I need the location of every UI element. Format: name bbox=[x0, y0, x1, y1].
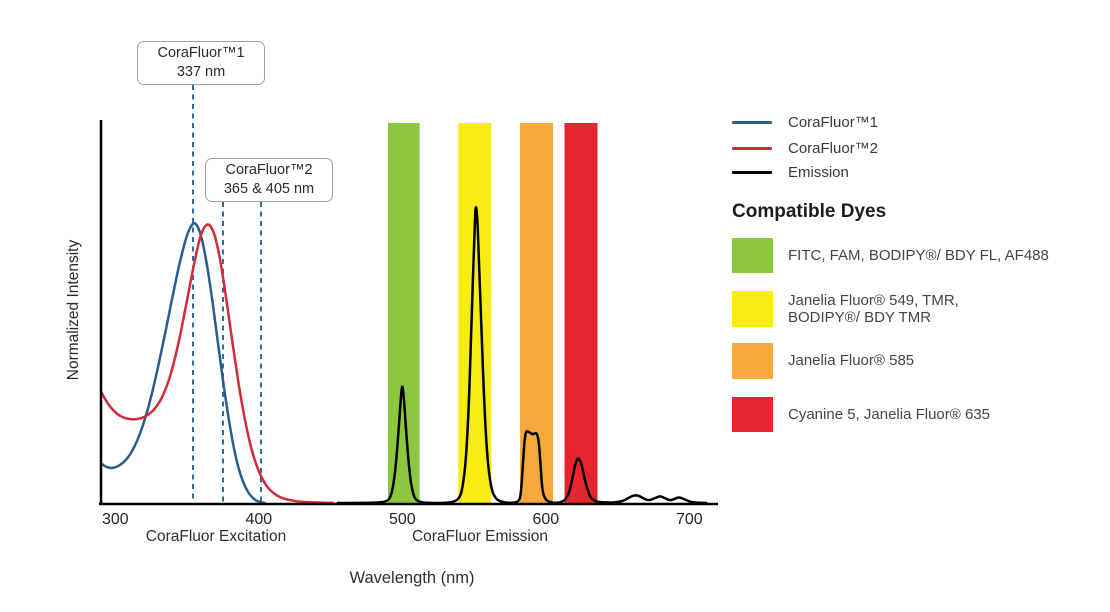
dye-row-green: FITC, FAM, BODIPY®/ BDY FL, AF488 bbox=[732, 238, 1049, 273]
sublabel-excitation: CoraFluor Excitation bbox=[145, 528, 287, 545]
dye-label-green: FITC, FAM, BODIPY®/ BDY FL, AF488 bbox=[788, 247, 1049, 265]
x-tick-300: 300 bbox=[102, 511, 129, 528]
callout-corafluor2: CoraFluor™2 365 & 405 nm bbox=[205, 158, 333, 202]
callout-corafluor2-name: CoraFluor™2 bbox=[225, 162, 313, 178]
legend-label-emission: Emission bbox=[788, 163, 849, 181]
dye-label-orange-line1: Janelia Fluor® 585 bbox=[788, 352, 915, 370]
emission-line-swatch bbox=[732, 170, 772, 174]
yellow-filter-swatch bbox=[732, 291, 773, 327]
compatible-dyes-title: Compatible Dyes bbox=[732, 201, 887, 222]
x-tick-700: 700 bbox=[676, 511, 703, 528]
green-filter-swatch bbox=[732, 238, 773, 273]
excitation-dashed-lines bbox=[192, 85, 262, 503]
dye-row-red: Cyanine 5, Janelia Fluor® 635 bbox=[732, 397, 990, 432]
corafluor1-line-swatch bbox=[732, 120, 772, 124]
x-tick-600: 600 bbox=[532, 511, 559, 528]
callout-corafluor1-wavelength: 337 nm bbox=[176, 64, 226, 80]
dye-label-yellow: Janelia Fluor® 549, TMR, BODIPY®/ BDY TM… bbox=[788, 292, 959, 327]
x-tick-500: 500 bbox=[389, 511, 416, 528]
curve-CoraFluor1-excitation bbox=[99, 222, 266, 505]
band-red bbox=[564, 123, 598, 503]
x-tick-labels: 300 400 500 600 700 bbox=[102, 511, 703, 528]
legend-row-corafluor2: CoraFluor™2 bbox=[732, 139, 879, 157]
corafluor2-line-swatch bbox=[732, 146, 772, 150]
dye-row-yellow: Janelia Fluor® 549, TMR, BODIPY®/ BDY TM… bbox=[732, 291, 959, 327]
dye-label-yellow-line2: BODIPY®/ BDY TMR bbox=[788, 309, 932, 326]
red-filter-swatch bbox=[732, 397, 773, 432]
sublabel-emission: CoraFluor Emission bbox=[411, 528, 549, 545]
emission-filter-bands bbox=[388, 123, 598, 503]
dye-row-orange: Janelia Fluor® 585 bbox=[732, 343, 914, 379]
callout-corafluor1-name: CoraFluor™1 bbox=[157, 45, 245, 61]
legend-row-emission: Emission bbox=[732, 163, 849, 181]
y-axis-label: Normalized Intensity bbox=[65, 239, 82, 381]
callout-corafluor1: CoraFluor™1 337 nm bbox=[137, 41, 265, 85]
band-green bbox=[388, 123, 420, 503]
dye-label-red: Cyanine 5, Janelia Fluor® 635 bbox=[788, 406, 990, 424]
x-tick-400: 400 bbox=[245, 511, 272, 528]
dye-label-yellow-line1: Janelia Fluor® 549, TMR, bbox=[788, 291, 959, 309]
dye-label-orange: Janelia Fluor® 585 bbox=[788, 352, 914, 370]
legend-row-corafluor1: CoraFluor™1 bbox=[732, 113, 879, 131]
legend-label-corafluor2: CoraFluor™2 bbox=[788, 139, 879, 157]
spectra-curves bbox=[99, 205, 708, 505]
callout-corafluor2-wavelength: 365 & 405 nm bbox=[223, 181, 315, 197]
curve-Emission bbox=[336, 205, 708, 505]
dye-label-green-line1: FITC, FAM, BODIPY®/ BDY FL, AF488 bbox=[788, 246, 1049, 264]
orange-filter-swatch bbox=[732, 343, 773, 379]
curve-CoraFluor2-excitation bbox=[99, 223, 335, 505]
legend-label-corafluor1: CoraFluor™1 bbox=[788, 113, 879, 131]
x-axis-label: Wavelength (nm) bbox=[349, 569, 475, 587]
dye-label-red-line1: Cyanine 5, Janelia Fluor® 635 bbox=[788, 405, 991, 423]
